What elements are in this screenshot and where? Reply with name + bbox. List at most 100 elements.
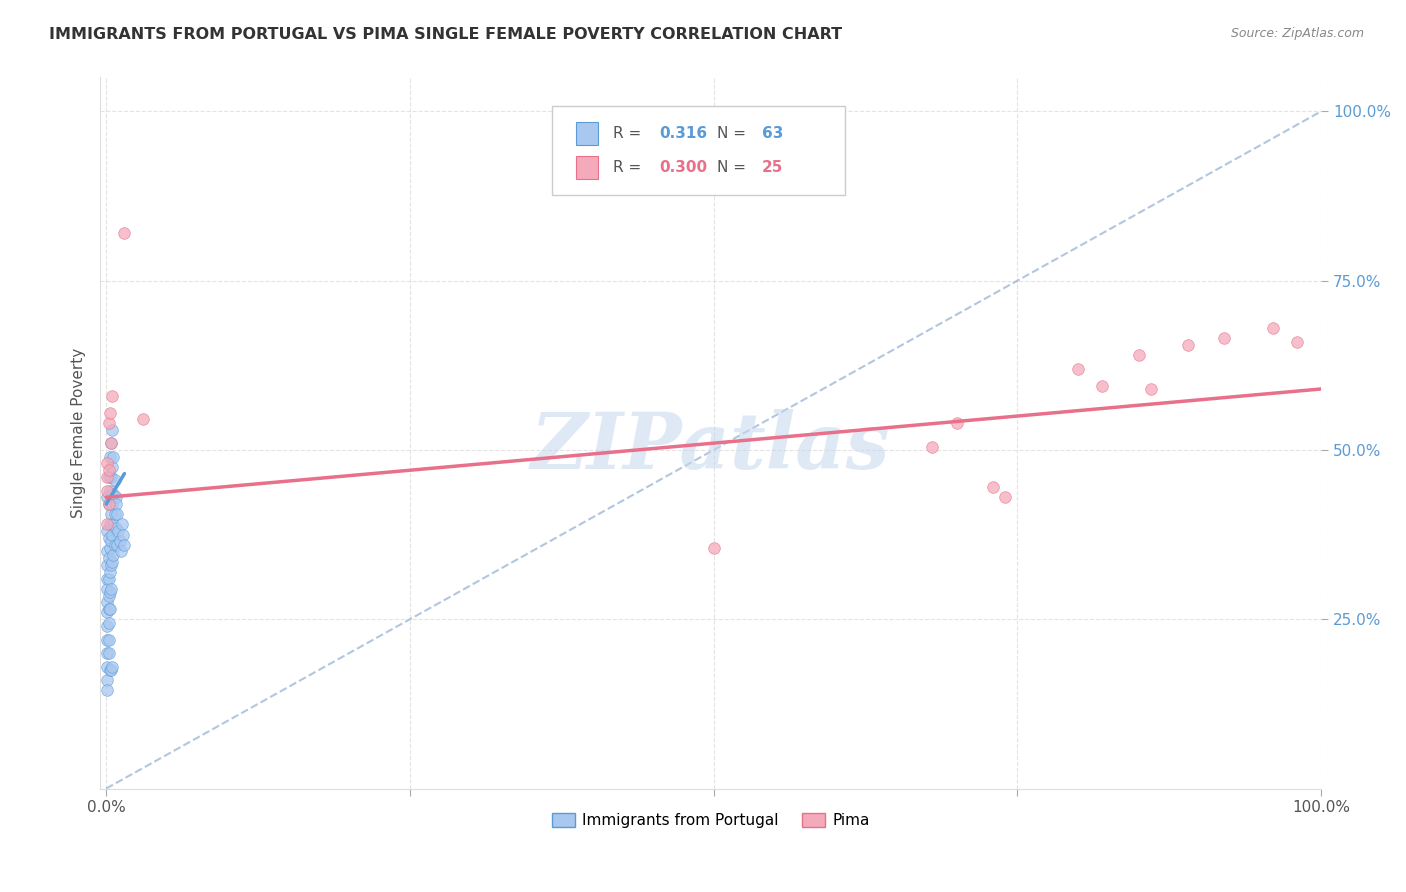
Point bbox=[96, 572, 118, 586]
Text: N =: N = bbox=[717, 160, 745, 175]
Point bbox=[110, 544, 132, 558]
Point bbox=[112, 538, 135, 552]
FancyBboxPatch shape bbox=[576, 156, 599, 179]
Text: Source: ZipAtlas.com: Source: ZipAtlas.com bbox=[1230, 27, 1364, 40]
Point bbox=[105, 538, 128, 552]
Point bbox=[100, 663, 122, 677]
Point bbox=[1177, 338, 1199, 352]
Point bbox=[104, 474, 127, 488]
Point bbox=[107, 524, 129, 538]
Point bbox=[104, 521, 127, 535]
FancyBboxPatch shape bbox=[576, 122, 599, 145]
Point bbox=[1128, 348, 1150, 362]
Point bbox=[96, 457, 118, 471]
Point bbox=[98, 483, 121, 498]
Point bbox=[101, 423, 124, 437]
Point bbox=[96, 619, 118, 633]
Point bbox=[98, 517, 121, 532]
Point bbox=[104, 497, 127, 511]
Text: R =: R = bbox=[613, 126, 641, 141]
Point bbox=[1091, 378, 1114, 392]
Point bbox=[103, 487, 125, 501]
Point bbox=[921, 440, 943, 454]
Text: 0.300: 0.300 bbox=[659, 160, 707, 175]
Point bbox=[112, 527, 135, 541]
Point bbox=[105, 508, 128, 522]
Point bbox=[103, 517, 125, 532]
Point bbox=[97, 572, 120, 586]
Point bbox=[108, 534, 131, 549]
Point bbox=[97, 632, 120, 647]
Point bbox=[96, 582, 118, 596]
Point bbox=[101, 527, 124, 541]
Point bbox=[101, 497, 124, 511]
Point bbox=[104, 491, 127, 505]
Text: R =: R = bbox=[613, 160, 641, 175]
Point bbox=[104, 508, 127, 522]
Point bbox=[98, 541, 121, 555]
Point bbox=[97, 646, 120, 660]
Point bbox=[100, 436, 122, 450]
Point bbox=[100, 436, 122, 450]
Point bbox=[103, 450, 125, 464]
Point bbox=[994, 491, 1017, 505]
Point bbox=[101, 459, 124, 474]
Point bbox=[131, 412, 153, 426]
Point bbox=[101, 659, 124, 673]
Text: 63: 63 bbox=[762, 126, 783, 141]
Point bbox=[1213, 331, 1236, 345]
Point bbox=[96, 595, 118, 609]
Point bbox=[101, 555, 124, 569]
Point bbox=[97, 589, 120, 603]
Point bbox=[104, 538, 127, 552]
Point bbox=[97, 531, 120, 545]
Point bbox=[100, 534, 122, 549]
Text: 0.316: 0.316 bbox=[659, 126, 707, 141]
Point bbox=[112, 226, 135, 240]
Point bbox=[98, 406, 121, 420]
Text: ZIPatlas: ZIPatlas bbox=[531, 409, 890, 485]
Point bbox=[96, 632, 118, 647]
Point bbox=[100, 508, 122, 522]
Point bbox=[97, 416, 120, 430]
Point bbox=[1140, 382, 1163, 396]
Text: 25: 25 bbox=[762, 160, 783, 175]
Point bbox=[96, 470, 118, 484]
Point bbox=[96, 524, 118, 538]
Point bbox=[1261, 321, 1284, 335]
Point bbox=[100, 558, 122, 572]
Text: N =: N = bbox=[717, 126, 745, 141]
Point bbox=[981, 480, 1004, 494]
Legend: Immigrants from Portugal, Pima: Immigrants from Portugal, Pima bbox=[546, 807, 876, 834]
Point bbox=[96, 659, 118, 673]
Point bbox=[98, 663, 121, 677]
Point bbox=[96, 558, 118, 572]
Point bbox=[98, 565, 121, 579]
Point bbox=[96, 646, 118, 660]
Point bbox=[97, 615, 120, 630]
Point bbox=[101, 389, 124, 403]
Point bbox=[100, 582, 122, 596]
Point bbox=[97, 602, 120, 616]
Point bbox=[111, 517, 134, 532]
Point bbox=[1067, 361, 1090, 376]
FancyBboxPatch shape bbox=[553, 106, 845, 194]
Point bbox=[98, 450, 121, 464]
Point bbox=[96, 606, 118, 620]
Point bbox=[96, 491, 118, 505]
Y-axis label: Single Female Poverty: Single Female Poverty bbox=[72, 348, 86, 518]
Point bbox=[97, 463, 120, 477]
Point bbox=[1285, 334, 1308, 349]
Text: IMMIGRANTS FROM PORTUGAL VS PIMA SINGLE FEMALE POVERTY CORRELATION CHART: IMMIGRANTS FROM PORTUGAL VS PIMA SINGLE … bbox=[49, 27, 842, 42]
Point bbox=[98, 602, 121, 616]
Point bbox=[100, 470, 122, 484]
Point bbox=[96, 673, 118, 688]
Point bbox=[97, 497, 120, 511]
Point bbox=[103, 548, 125, 562]
Point bbox=[98, 585, 121, 599]
Point bbox=[96, 483, 118, 498]
Point bbox=[97, 497, 120, 511]
Point bbox=[96, 517, 118, 532]
Point bbox=[96, 544, 118, 558]
Point bbox=[945, 416, 967, 430]
